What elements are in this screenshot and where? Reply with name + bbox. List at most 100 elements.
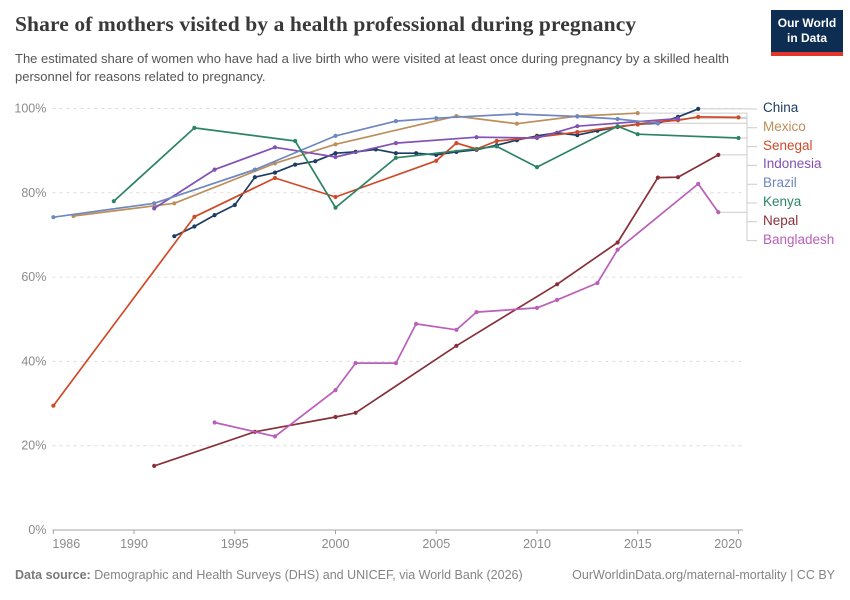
x-axis-tick-label: 2000 xyxy=(322,537,350,551)
data-point-marker xyxy=(272,434,278,439)
data-point-marker xyxy=(152,206,157,211)
data-point-marker xyxy=(353,361,358,366)
data-point-marker xyxy=(575,133,580,138)
data-point-marker xyxy=(393,151,398,156)
owid-citation-link[interactable]: OurWorldinData.org/maternal-mortality | … xyxy=(572,568,835,582)
legend-connector-nepal xyxy=(720,154,757,223)
line-path xyxy=(214,183,719,438)
data-source-text: Data source: Demographic and Health Surv… xyxy=(15,568,523,582)
legend-item-indonesia[interactable]: Indonesia xyxy=(763,156,822,172)
x-axis-tick-label: 1990 xyxy=(120,537,148,551)
series-line-nepal xyxy=(152,152,721,468)
legend-item-bangladesh[interactable]: Bangladesh xyxy=(763,231,835,247)
data-point-marker xyxy=(333,154,338,160)
data-point-marker xyxy=(635,132,640,137)
data-point-marker xyxy=(494,144,499,149)
legend-item-senegal[interactable]: Senegal xyxy=(763,137,813,153)
data-point-marker xyxy=(534,305,540,310)
data-point-marker xyxy=(555,297,560,302)
data-point-marker xyxy=(514,121,520,126)
data-point-marker xyxy=(172,201,177,206)
data-point-marker xyxy=(434,116,439,121)
data-point-marker xyxy=(414,151,419,156)
data-point-marker xyxy=(514,111,520,117)
legend-connector-kenya xyxy=(740,137,757,204)
data-point-marker xyxy=(474,135,479,140)
data-point-marker xyxy=(696,181,701,186)
legend-connector-brazil xyxy=(659,122,757,185)
chart-subtitle: The estimated share of women who have ha… xyxy=(15,51,729,85)
data-point-marker xyxy=(534,165,540,170)
data-point-marker xyxy=(615,116,620,122)
y-axis-tick-label: 80% xyxy=(21,186,46,200)
data-point-marker xyxy=(736,115,741,120)
data-point-marker xyxy=(333,388,338,393)
line-path xyxy=(52,116,739,407)
page-title: Share of mothers visited by a health pro… xyxy=(15,12,637,36)
legend-item-nepal[interactable]: Nepal xyxy=(763,212,799,228)
y-axis-tick-label: 0% xyxy=(28,523,46,537)
data-point-marker xyxy=(272,170,278,175)
data-point-marker xyxy=(696,106,701,111)
legend-item-kenya[interactable]: Kenya xyxy=(763,194,802,209)
line-path xyxy=(113,125,739,209)
data-point-marker xyxy=(635,122,640,127)
x-axis-tick-label: 1986 xyxy=(52,537,80,551)
series-line-kenya xyxy=(111,124,741,210)
data-point-marker xyxy=(434,158,439,163)
owid-logo-text: Our World in Data xyxy=(777,16,837,45)
legend-item-brazil[interactable]: Brazil xyxy=(763,175,797,191)
legend-connector-bangladesh xyxy=(720,211,757,242)
data-point-marker xyxy=(454,141,459,146)
data-point-marker xyxy=(212,213,217,218)
data-point-marker xyxy=(212,420,217,425)
data-point-marker xyxy=(152,463,157,468)
data-point-marker xyxy=(333,133,338,138)
legend-item-china[interactable]: China xyxy=(763,100,799,115)
data-point-marker xyxy=(575,130,580,135)
y-axis-tick-label: 100% xyxy=(14,102,46,116)
data-point-marker xyxy=(333,414,338,420)
data-point-marker xyxy=(252,175,257,180)
x-axis: 1986 1990 1995 2000 2005 2010 2015 2020 xyxy=(52,529,743,551)
series-line-bangladesh xyxy=(212,181,721,439)
data-point-marker xyxy=(192,125,197,130)
line-path xyxy=(73,112,638,217)
data-point-marker xyxy=(313,159,318,164)
data-point-marker xyxy=(353,410,358,415)
data-point-marker xyxy=(595,280,600,286)
data-point-marker xyxy=(393,141,398,146)
data-point-marker xyxy=(696,114,701,119)
legend-connectors xyxy=(639,108,757,242)
data-point-marker xyxy=(393,155,398,160)
data-point-marker xyxy=(716,210,721,215)
data-point-marker xyxy=(333,151,338,156)
data-point-marker xyxy=(414,321,419,326)
data-point-marker xyxy=(272,145,278,150)
data-point-marker xyxy=(252,167,257,172)
legend-item-mexico[interactable]: Mexico xyxy=(763,118,806,134)
data-point-marker xyxy=(494,138,499,144)
data-point-marker xyxy=(555,282,560,287)
line-path xyxy=(153,154,719,467)
data-point-marker xyxy=(675,175,681,180)
series-line-mexico xyxy=(71,111,640,219)
x-axis-tick-label: 2010 xyxy=(523,537,551,551)
data-point-marker xyxy=(534,135,540,141)
owid-logo: Our World in Data xyxy=(771,10,843,56)
x-axis-tick-label: 2015 xyxy=(624,537,652,551)
data-point-marker xyxy=(675,116,681,121)
data-point-marker xyxy=(293,162,298,167)
data-point-marker xyxy=(232,202,237,208)
data-point-marker xyxy=(333,142,338,147)
data-point-marker xyxy=(212,167,217,172)
data-point-marker xyxy=(575,124,580,129)
gridlines: 0% 20% 40% 60% 80% 100% xyxy=(14,102,743,537)
data-point-marker xyxy=(575,114,580,119)
legend-connector-indonesia xyxy=(680,118,757,166)
series-line-indonesia xyxy=(152,116,681,211)
series-line-brazil xyxy=(51,111,661,220)
x-axis-tick-label: 2005 xyxy=(422,537,450,551)
